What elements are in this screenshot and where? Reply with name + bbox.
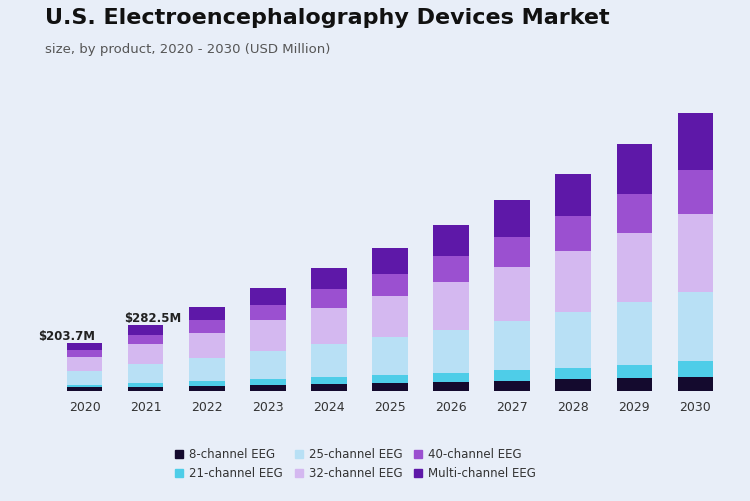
Bar — [433, 373, 469, 382]
Text: $282.5M: $282.5M — [124, 312, 182, 325]
Bar — [311, 377, 346, 384]
Bar — [189, 386, 224, 391]
Bar — [372, 296, 408, 337]
Bar — [494, 267, 530, 321]
Bar — [616, 378, 652, 391]
Bar — [67, 385, 103, 387]
Bar — [677, 170, 713, 214]
Bar — [128, 335, 164, 344]
Bar — [677, 361, 713, 377]
Bar — [494, 321, 530, 370]
Bar — [677, 214, 713, 292]
Bar — [128, 387, 164, 391]
Bar — [311, 308, 346, 344]
Bar — [128, 325, 164, 335]
Bar — [189, 307, 224, 320]
Bar — [433, 282, 469, 330]
Bar — [251, 351, 286, 379]
Bar — [372, 337, 408, 375]
Bar — [494, 200, 530, 237]
Bar — [372, 375, 408, 383]
Bar — [128, 344, 164, 364]
Bar — [251, 305, 286, 320]
Bar — [556, 216, 591, 251]
Bar — [433, 225, 469, 256]
Legend: 8-channel EEG, 21-channel EEG, 25-channel EEG, 32-channel EEG, 40-channel EEG, M: 8-channel EEG, 21-channel EEG, 25-channe… — [170, 443, 541, 484]
Bar — [616, 194, 652, 233]
Bar — [128, 383, 164, 387]
Bar — [494, 381, 530, 391]
Bar — [189, 358, 224, 381]
Bar — [556, 251, 591, 312]
Bar — [311, 268, 346, 290]
Bar — [128, 364, 164, 383]
Bar — [311, 384, 346, 391]
Bar — [189, 333, 224, 358]
Bar — [372, 383, 408, 391]
Text: U.S. Electroencephalography Devices Market: U.S. Electroencephalography Devices Mark… — [45, 8, 610, 28]
Bar — [372, 247, 408, 274]
Bar — [556, 368, 591, 379]
Bar — [494, 370, 530, 381]
Bar — [372, 274, 408, 296]
Bar — [311, 344, 346, 377]
Bar — [67, 371, 103, 385]
Bar — [433, 330, 469, 373]
Bar — [677, 292, 713, 361]
Bar — [616, 233, 652, 302]
Bar — [556, 312, 591, 368]
Bar — [677, 113, 713, 170]
Bar — [251, 385, 286, 391]
Bar — [251, 288, 286, 305]
Bar — [616, 302, 652, 365]
Bar — [189, 320, 224, 333]
Bar — [433, 382, 469, 391]
Bar — [616, 365, 652, 378]
Bar — [556, 379, 591, 391]
Bar — [67, 387, 103, 391]
Bar — [251, 320, 286, 351]
Bar — [67, 343, 103, 350]
Bar — [556, 174, 591, 216]
Bar — [67, 357, 103, 371]
Bar — [251, 379, 286, 385]
Bar — [433, 256, 469, 282]
Bar — [67, 350, 103, 357]
Bar — [616, 144, 652, 194]
Text: $203.7M: $203.7M — [38, 330, 94, 343]
Bar — [189, 381, 224, 386]
Text: size, by product, 2020 - 2030 (USD Million): size, by product, 2020 - 2030 (USD Milli… — [45, 43, 330, 56]
Bar — [311, 290, 346, 308]
Bar — [494, 237, 530, 267]
Bar — [677, 377, 713, 391]
